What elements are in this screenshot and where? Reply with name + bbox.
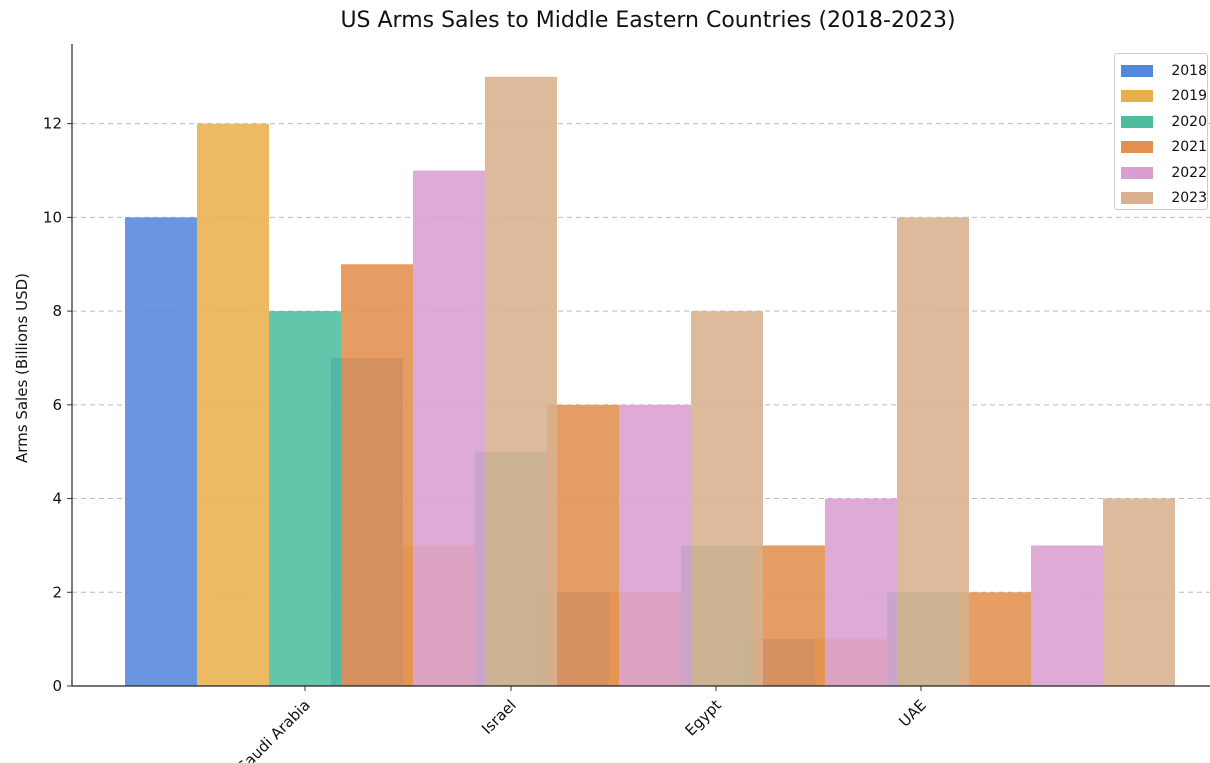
legend-swatch [1121, 166, 1154, 179]
y-axis-label: Arms Sales (Billions USD) [13, 273, 31, 463]
legend-swatch [1121, 115, 1154, 128]
x-tick-label: Egypt [681, 696, 724, 739]
legend-label: 2020 [1171, 113, 1207, 130]
bar-2023-israel [691, 311, 763, 686]
x-tick-label: Saudi Arabia [234, 696, 314, 763]
legend-label: 2021 [1171, 139, 1207, 156]
bar-2022-saudi-arabia [413, 170, 485, 687]
legend: 2018 2019 2020 2021 2022 2023 [1114, 53, 1208, 210]
y-ticks: 0 2 4 6 8 10 12 [43, 115, 72, 695]
legend-label: 2019 [1171, 88, 1207, 105]
legend-label: 2022 [1171, 164, 1207, 181]
legend-swatch [1121, 90, 1154, 103]
chart-title: US Arms Sales to Middle Eastern Countrie… [340, 8, 956, 33]
bar-2023-egypt [897, 217, 969, 687]
bar-2022-israel [619, 404, 691, 686]
legend-item: 2020 [1121, 109, 1207, 135]
x-ticks: Saudi Arabia Israel Egypt UAE [234, 686, 930, 763]
y-tick-label: 10 [43, 208, 62, 226]
legend-item: 2021 [1121, 135, 1207, 161]
legend-item: 2022 [1121, 160, 1207, 186]
y-tick-label: 2 [52, 583, 62, 601]
bar-2019-saudi-arabia [197, 123, 269, 686]
bar-2021-israel [547, 404, 619, 686]
legend-item: 2018 [1121, 58, 1207, 84]
x-tick-label: UAE [895, 696, 929, 730]
y-tick-label: 12 [43, 115, 62, 133]
bar-2021-uae [959, 592, 1031, 686]
bar-2018-saudi-arabia [125, 217, 197, 687]
legend-swatch [1121, 192, 1154, 205]
bars [125, 76, 1175, 687]
legend-label: 2018 [1171, 62, 1207, 79]
axes [71, 44, 1210, 687]
legend-swatch [1121, 141, 1154, 154]
y-tick-label: 0 [52, 677, 62, 695]
legend-item: 2023 [1121, 186, 1207, 212]
x-tick-label: Israel [478, 696, 520, 738]
legend-swatch [1121, 64, 1154, 77]
bar-2022-egypt [825, 498, 897, 686]
bar-2023-saudi-arabia [485, 76, 557, 686]
bar-2021-egypt [753, 545, 825, 686]
bar-2023-uae [1103, 498, 1175, 686]
y-tick-label: 8 [52, 302, 62, 320]
y-tick-label: 4 [52, 490, 62, 508]
legend-item: 2019 [1121, 84, 1207, 110]
bar-2022-uae [1031, 545, 1103, 686]
legend-label: 2023 [1171, 190, 1207, 207]
bar-2020-saudi-arabia [269, 311, 341, 686]
y-tick-label: 6 [52, 396, 62, 414]
bar-2021-saudi-arabia [341, 264, 413, 686]
